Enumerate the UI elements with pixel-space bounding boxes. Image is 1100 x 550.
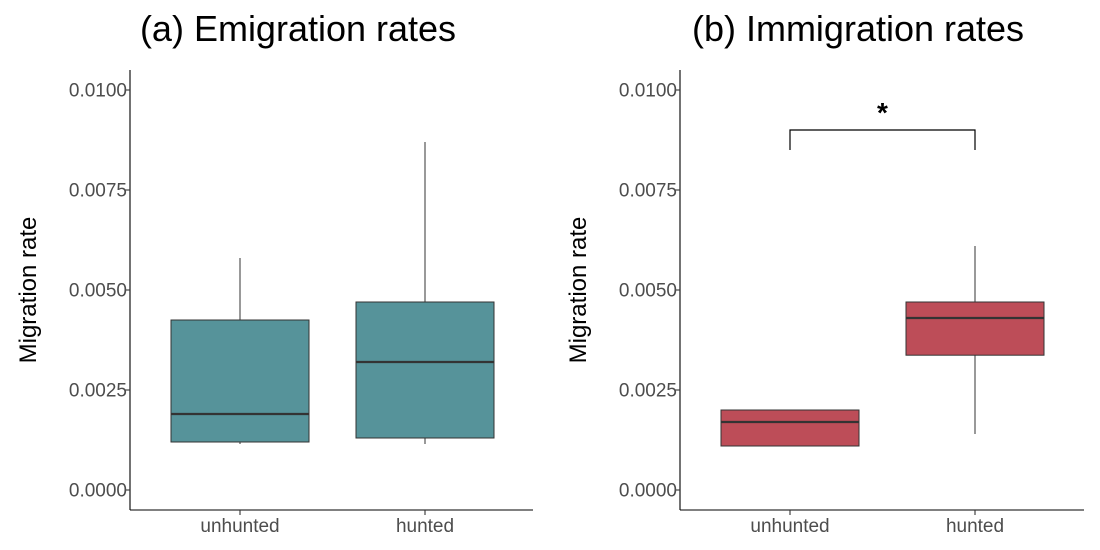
y-tick-label: 0.0025 (619, 381, 677, 402)
y-tick-label: 0.0025 (69, 381, 127, 402)
y-tick-label: 0.0100 (619, 81, 677, 102)
x-tick-label: hunted (396, 516, 454, 537)
box-unhunted (170, 319, 310, 443)
panel-title: (a) Emigration rates (140, 8, 456, 49)
y-tick-label: 0.0050 (69, 281, 127, 302)
y-tick-label: 0.0050 (619, 281, 677, 302)
plot-area: 0.0000 0.0025 0.0050 0.0075 0.0100 unhunted hu… (69, 70, 533, 537)
panel-emigration: (a) Emigration rates Migration rate 0.00… (15, 8, 533, 537)
y-tick-label: 0.0075 (619, 181, 677, 202)
y-tick-label: 0.0000 (619, 481, 677, 502)
significance-label: * (877, 97, 888, 128)
x-tick-label: unhunted (750, 516, 829, 537)
box-unhunted (720, 409, 860, 447)
y-tick-label: 0.0100 (69, 81, 127, 102)
y-axis-label: Migration rate (565, 217, 592, 364)
significance-bracket (789, 129, 976, 150)
y-tick-label: 0.0075 (69, 181, 127, 202)
x-tick-label: unhunted (200, 516, 279, 537)
x-tick-label: hunted (946, 516, 1004, 537)
box-hunted (355, 301, 495, 439)
plot-area: 0.0000 0.0025 0.0050 0.0075 0.0100 unhunted hu… (619, 70, 1084, 537)
panel-title: (b) Immigration rates (692, 8, 1024, 49)
y-axis-label: Migration rate (15, 217, 42, 364)
box-hunted (905, 301, 1045, 356)
y-tick-label: 0.0000 (69, 481, 127, 502)
panel-immigration: (b) Immigration rates Migration rate 0.0… (565, 8, 1084, 537)
